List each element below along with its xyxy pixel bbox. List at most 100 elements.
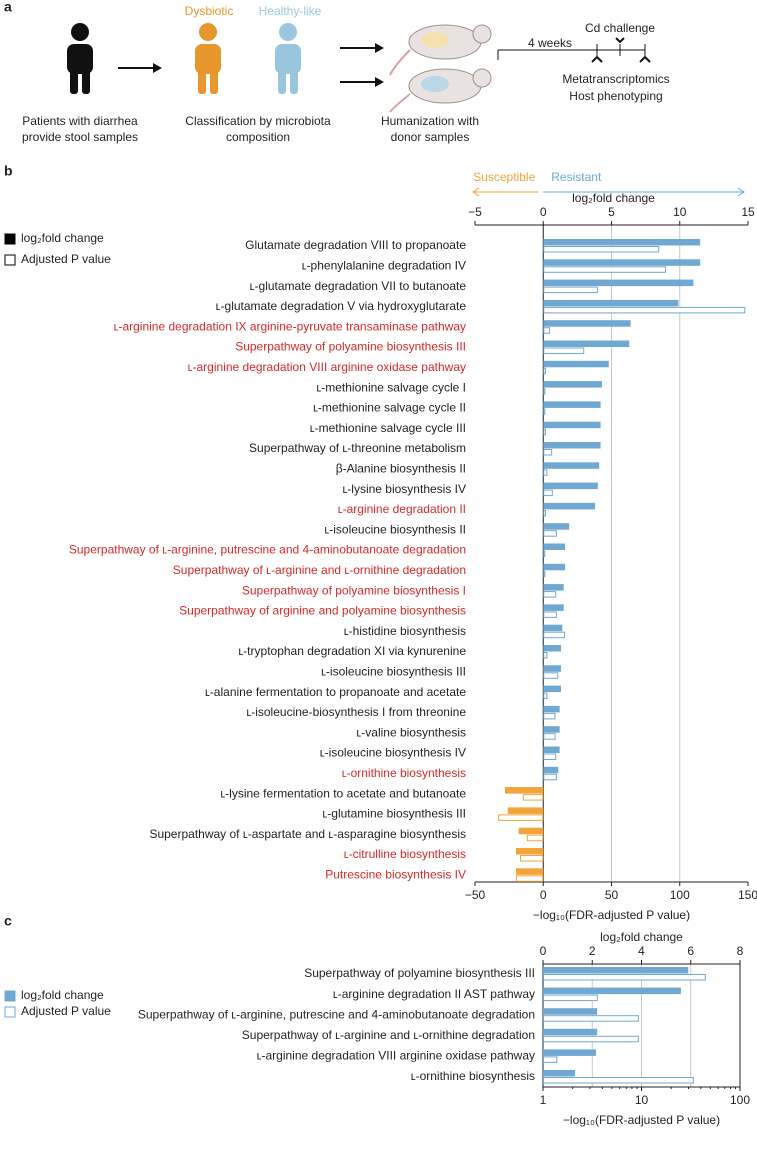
timeline-label: Cd challenge <box>585 21 655 35</box>
x2-axis-title: −log₁₀(FDR-adjusted P value) <box>563 1113 720 1127</box>
category-label: ʟ-citrulline biosynthesis <box>344 847 466 861</box>
dysbiotic-icon <box>195 23 221 94</box>
category-label: Putrescine biosynthesis IV <box>325 867 466 881</box>
healthy-icon <box>275 23 301 94</box>
legend-swatch <box>4 254 16 266</box>
bar <box>543 408 546 415</box>
bar <box>543 502 596 510</box>
x-tick-label: 6 <box>687 944 694 958</box>
patient-icon <box>67 23 93 94</box>
bar <box>543 685 561 693</box>
bar <box>518 827 544 835</box>
category-label: ʟ-alanine fermentation to propanoate and… <box>205 685 466 699</box>
bar <box>526 834 544 842</box>
category-label: Superpathway of ʟ-aspartate and ʟ-aspara… <box>149 827 466 841</box>
bar <box>543 733 556 740</box>
legend-label: log₂fold change <box>21 988 104 1002</box>
bar <box>520 855 544 862</box>
bar <box>543 266 667 273</box>
bar <box>543 1070 576 1077</box>
bar <box>543 401 601 408</box>
caption: composition <box>226 130 290 144</box>
bar <box>507 807 544 814</box>
legend-swatch <box>4 233 16 245</box>
bar <box>543 726 560 733</box>
category-label: ʟ-isoleucine biosynthesis II <box>324 522 466 536</box>
category-label: Superpathway of polyamine biosynthesis I <box>242 583 466 597</box>
x2-tick-label: 50 <box>605 888 619 902</box>
category-label: β-Alanine biosynthesis II <box>336 461 466 475</box>
bar <box>543 611 557 618</box>
x-tick-label: 15 <box>741 205 755 219</box>
timeline <box>497 37 651 63</box>
bar <box>543 624 563 632</box>
arrow <box>737 187 745 197</box>
category-label: ʟ-tryptophan degradation XI via kynureni… <box>238 644 466 658</box>
bar <box>543 279 694 287</box>
caption: Humanization with <box>381 114 479 128</box>
category-label: ʟ-glutamate degradation V via hydroxyglu… <box>216 299 467 313</box>
bar <box>543 388 546 395</box>
bar <box>543 509 546 517</box>
bar <box>543 442 601 449</box>
bar <box>543 584 564 591</box>
bar <box>543 327 551 334</box>
category-label: Superpathway of polyamine biosynthesis I… <box>304 966 535 980</box>
category-label: ʟ-ornithine biosynthesis <box>342 766 466 780</box>
bar <box>543 994 598 1002</box>
arrows <box>118 43 384 87</box>
bar <box>543 570 546 578</box>
category-label: ʟ-isoleucine biosynthesis III <box>321 664 466 678</box>
mouse-icons <box>389 24 492 113</box>
bar <box>543 1056 558 1063</box>
bar <box>543 421 601 429</box>
bar <box>543 1008 598 1015</box>
bar <box>522 794 544 801</box>
x2-axis-title: −log₁₀(FDR-adjusted P value) <box>533 908 690 922</box>
bar <box>543 367 546 375</box>
caption: provide stool samples <box>22 130 138 144</box>
category-label: Superpathway of ʟ-arginine, putrescine a… <box>69 543 466 557</box>
bar <box>543 672 559 679</box>
timeline-label: 4 weeks <box>528 36 572 50</box>
category-label: ʟ-isoleucine biosynthesis IV <box>320 746 466 760</box>
x-axis-title: log₂fold change <box>600 930 683 944</box>
bar <box>543 1035 639 1043</box>
category-label: ʟ-valine biosynthesis <box>356 725 466 739</box>
legend-label: Adjusted P value <box>21 252 111 266</box>
bar <box>543 340 630 347</box>
bar <box>543 347 585 354</box>
bar <box>543 530 557 537</box>
bar <box>543 563 566 571</box>
legend-label: Adjusted P value <box>21 1004 111 1018</box>
bar <box>543 746 560 753</box>
category-label: ʟ-glutamine biosynthesis III <box>322 807 466 821</box>
legend-swatch <box>4 990 16 1002</box>
x-tick-label: 8 <box>737 944 744 958</box>
legend-swatch <box>4 1006 16 1018</box>
category-label: ʟ-methionine salvage cycle I <box>316 380 466 394</box>
x-tick-label: 4 <box>638 944 645 958</box>
category-label: Superpathway of ʟ-arginine, putrescine a… <box>138 1007 535 1021</box>
caption: donor samples <box>391 130 470 144</box>
bar <box>543 543 566 550</box>
x2-tick-label: 10 <box>635 1093 649 1107</box>
bar <box>543 449 553 456</box>
bar <box>543 692 548 700</box>
annotation: Resistant <box>551 170 602 184</box>
bar <box>543 286 598 294</box>
group-label: Healthy-like <box>259 4 322 18</box>
bar <box>515 868 544 875</box>
category-label: ʟ-lysine fermentation to acetate and but… <box>220 786 466 800</box>
category-label: Superpathway of ʟ-arginine and ʟ-ornithi… <box>242 1028 535 1042</box>
x2-tick-label: −50 <box>465 888 486 902</box>
x-tick-label: 0 <box>540 944 547 958</box>
category-label: ʟ-arginine degradation II <box>338 502 466 516</box>
category-label: ʟ-glutamate degradation VII to butanoate <box>250 279 467 293</box>
x-tick-label: 0 <box>540 205 547 219</box>
bar <box>543 591 557 598</box>
bar <box>543 299 679 307</box>
bar <box>505 787 544 794</box>
bar <box>543 381 602 388</box>
